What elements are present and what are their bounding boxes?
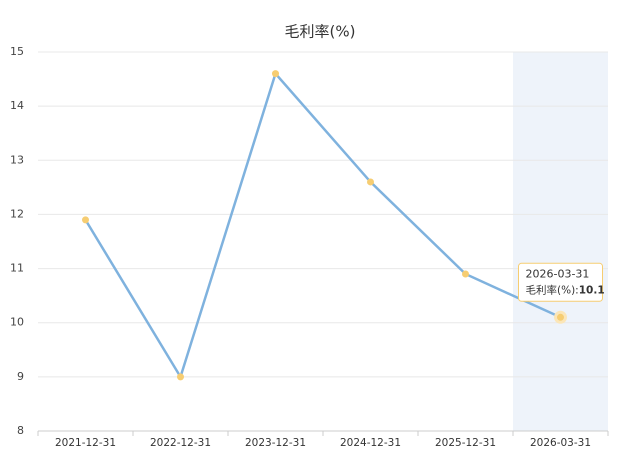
tooltip-label: 毛利率(%): <box>526 283 579 296</box>
y-tick-label: 11 <box>10 262 24 275</box>
x-tick-label: 2021-12-31 <box>55 437 116 449</box>
point <box>554 310 567 324</box>
x-tick-label: 2025-12-31 <box>435 437 496 449</box>
highlight-band <box>513 52 608 431</box>
x-tick-label: 2024-12-31 <box>340 437 401 449</box>
point <box>177 373 184 381</box>
point <box>462 270 469 278</box>
point <box>367 178 374 186</box>
tooltip: 2026-03-31 毛利率(%):10.1 <box>518 262 605 302</box>
tooltip-date: 2026-03-31 <box>526 267 590 280</box>
chart-title: 毛利率(%) <box>285 23 356 41</box>
tooltip-value: 10.1 <box>579 284 605 296</box>
y-tick-label: 12 <box>10 207 24 220</box>
y-tick-label: 9 <box>17 370 24 383</box>
y-tick-label: 8 <box>17 424 24 437</box>
line <box>84 71 562 380</box>
y-tick-label: 13 <box>10 153 24 166</box>
y-tick-label: 15 <box>10 45 24 58</box>
point <box>272 70 279 78</box>
y-tick-label: 14 <box>10 99 24 112</box>
tooltip-box <box>518 262 603 302</box>
tooltip-text: 毛利率(%):10.1 <box>526 283 605 296</box>
x-tick-label: 2026-03-31 <box>530 437 591 449</box>
x-tick-label: 2023-12-31 <box>245 437 306 449</box>
y-tick-label: 10 <box>10 316 24 329</box>
point <box>82 216 89 224</box>
x-tick-label: 2022-12-31 <box>150 437 211 449</box>
